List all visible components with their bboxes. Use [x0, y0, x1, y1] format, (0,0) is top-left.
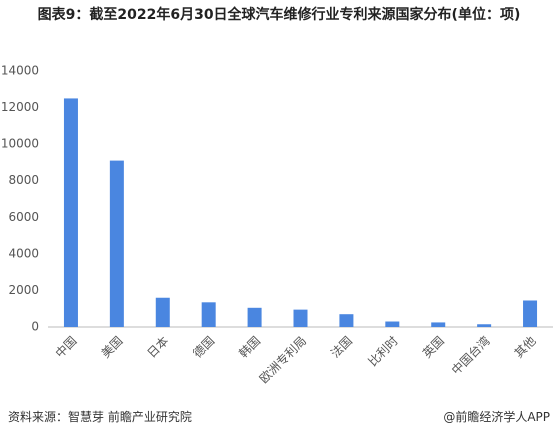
x-tick-label: 中国	[52, 333, 80, 361]
y-tick-label: 12000	[1, 100, 39, 114]
y-tick-label: 4000	[8, 246, 39, 260]
x-tick-label: 德国	[190, 333, 218, 361]
y-tick-label: 6000	[8, 210, 39, 224]
x-tick-label: 比利时	[366, 334, 401, 369]
bar	[431, 322, 446, 327]
bar	[247, 307, 262, 327]
y-tick-label: 0	[31, 320, 39, 334]
bar	[477, 324, 492, 327]
bar	[155, 297, 170, 327]
y-tick-label: 14000	[1, 64, 39, 78]
bar	[523, 300, 538, 327]
x-tick-label: 英国	[420, 334, 447, 361]
x-tick-label: 其他	[512, 334, 539, 361]
x-tick-label: 法国	[328, 334, 355, 361]
bar	[385, 321, 400, 327]
x-tick-label: 中国台湾	[448, 333, 493, 378]
bar	[109, 160, 124, 327]
source: 资料来源：智慧芽 前瞻产业研究院	[8, 410, 192, 424]
x-tick-label: 日本	[144, 334, 171, 361]
brand: @前瞻经济学人APP	[443, 410, 550, 424]
x-tick-label: 美国	[99, 334, 126, 361]
x-tick-label: 欧洲专利局	[256, 333, 309, 386]
y-tick-label: 2000	[8, 283, 39, 297]
y-tick-label: 10000	[1, 137, 39, 151]
y-tick-label: 8000	[8, 173, 39, 187]
bar	[201, 302, 216, 327]
bar	[63, 98, 78, 327]
chart-title: 图表9：截至2022年6月30日全球汽车维修行业专利来源国家分布(单位：项)	[37, 7, 521, 23]
bar	[293, 309, 308, 327]
x-tick-label: 韩国	[236, 333, 264, 361]
bar	[339, 314, 354, 327]
